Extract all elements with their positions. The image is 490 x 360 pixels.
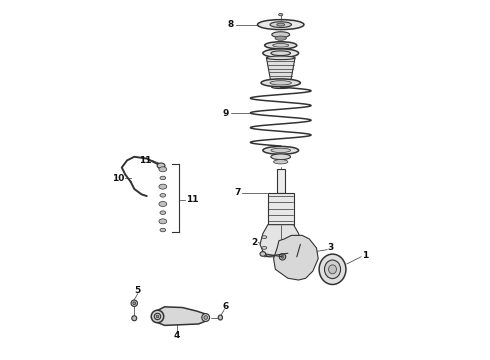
Ellipse shape: [160, 211, 166, 215]
Ellipse shape: [218, 315, 222, 320]
Ellipse shape: [156, 315, 159, 318]
Ellipse shape: [262, 236, 267, 239]
Polygon shape: [154, 307, 207, 325]
Polygon shape: [273, 235, 318, 280]
Text: 3: 3: [328, 243, 334, 252]
Ellipse shape: [294, 247, 300, 249]
Ellipse shape: [294, 236, 300, 239]
Ellipse shape: [329, 265, 337, 274]
Text: 10: 10: [112, 174, 124, 183]
Ellipse shape: [133, 302, 136, 305]
Ellipse shape: [159, 184, 167, 189]
Text: 11: 11: [139, 156, 151, 165]
Ellipse shape: [272, 86, 290, 89]
Text: 6: 6: [222, 302, 228, 311]
Ellipse shape: [265, 42, 297, 49]
Ellipse shape: [204, 316, 207, 319]
Ellipse shape: [270, 22, 292, 27]
Ellipse shape: [271, 148, 291, 153]
Ellipse shape: [273, 159, 288, 164]
Ellipse shape: [279, 253, 286, 260]
Ellipse shape: [272, 44, 289, 47]
Text: 9: 9: [222, 108, 228, 117]
Ellipse shape: [271, 154, 291, 159]
Text: 8: 8: [227, 20, 234, 29]
Ellipse shape: [319, 254, 346, 284]
Ellipse shape: [279, 13, 283, 16]
Text: 7: 7: [235, 188, 241, 197]
Text: 11: 11: [186, 195, 198, 204]
Ellipse shape: [263, 147, 298, 154]
Ellipse shape: [271, 51, 291, 55]
Ellipse shape: [270, 81, 292, 85]
Text: 4: 4: [174, 331, 180, 340]
Ellipse shape: [202, 314, 210, 321]
Ellipse shape: [151, 310, 164, 323]
Polygon shape: [260, 225, 301, 257]
Ellipse shape: [272, 32, 290, 37]
Ellipse shape: [160, 176, 166, 180]
Ellipse shape: [263, 49, 298, 58]
Ellipse shape: [261, 79, 300, 87]
Text: 1: 1: [362, 251, 368, 260]
Ellipse shape: [159, 202, 167, 207]
Ellipse shape: [281, 255, 284, 258]
Ellipse shape: [260, 252, 266, 256]
Ellipse shape: [159, 219, 167, 224]
Text: 5: 5: [135, 286, 141, 295]
Ellipse shape: [131, 300, 138, 306]
FancyBboxPatch shape: [277, 169, 285, 193]
Ellipse shape: [160, 194, 166, 197]
Polygon shape: [267, 58, 295, 87]
Ellipse shape: [277, 23, 285, 26]
Polygon shape: [268, 193, 294, 225]
Ellipse shape: [159, 167, 167, 172]
Ellipse shape: [157, 163, 165, 168]
Text: 2: 2: [251, 238, 257, 247]
Ellipse shape: [132, 316, 137, 321]
Ellipse shape: [324, 260, 341, 279]
Ellipse shape: [267, 56, 295, 60]
Ellipse shape: [275, 36, 287, 40]
Ellipse shape: [160, 228, 166, 232]
Ellipse shape: [262, 247, 267, 249]
Ellipse shape: [258, 19, 304, 30]
Ellipse shape: [154, 313, 161, 320]
